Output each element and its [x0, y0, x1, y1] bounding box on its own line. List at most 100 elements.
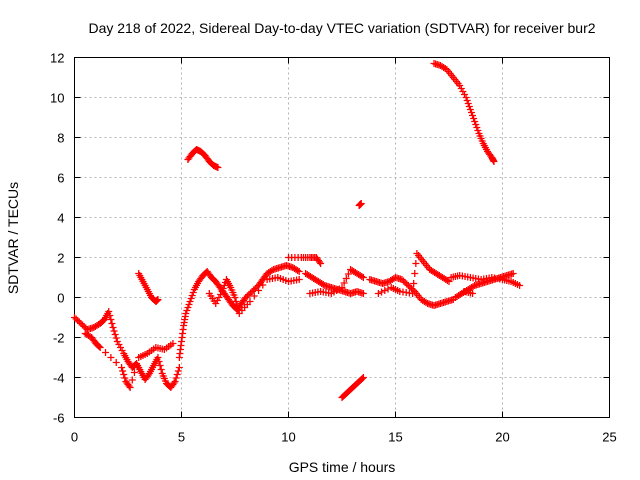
- y-tick-label: 0: [57, 291, 64, 306]
- data-point: [133, 361, 141, 369]
- x-tick-label: 20: [495, 430, 509, 445]
- chart-title: Day 218 of 2022, Sidereal Day-to-day VTE…: [88, 20, 595, 36]
- data-point: [259, 281, 267, 289]
- data-point: [317, 260, 325, 267]
- y-tick-label: 10: [50, 91, 64, 106]
- data-point: [250, 292, 258, 300]
- series-arc-8am: [184, 146, 222, 171]
- data-point: [456, 82, 464, 89]
- series-midday: [285, 254, 367, 297]
- data-point: [338, 284, 346, 291]
- x-tick-label: 10: [281, 430, 295, 445]
- data-point: [112, 359, 120, 366]
- data-point: [156, 362, 164, 369]
- data-point: [79, 321, 87, 329]
- data-point: [359, 290, 367, 297]
- data-point: [215, 294, 223, 301]
- data-point: [120, 371, 128, 378]
- data-point: [357, 200, 365, 207]
- data-point: [466, 106, 474, 113]
- data-point: [412, 260, 420, 267]
- data-point: [469, 283, 477, 290]
- y-tick-label: -2: [53, 331, 65, 346]
- data-point: [121, 374, 129, 382]
- data-point: [255, 287, 263, 294]
- y-tick-label: 8: [57, 131, 64, 146]
- data-point: [188, 292, 196, 299]
- data-point: [212, 300, 220, 307]
- x-axis-label: GPS time / hours: [289, 459, 396, 475]
- data-point: [462, 94, 470, 101]
- data-point: [213, 297, 221, 304]
- data-point: [469, 112, 477, 119]
- data-point: [214, 164, 222, 171]
- data-point: [130, 369, 138, 376]
- y-tick-label: 6: [57, 171, 64, 186]
- y-tick-label: -6: [53, 411, 65, 426]
- data-point: [71, 314, 78, 321]
- data-point: [342, 275, 350, 282]
- data-point: [170, 379, 178, 387]
- data-point: [473, 124, 481, 131]
- data-point: [245, 291, 253, 298]
- data-point: [441, 65, 449, 72]
- data-point: [232, 298, 240, 305]
- data-point: [398, 276, 406, 283]
- data-point: [469, 290, 477, 297]
- data-point: [111, 331, 119, 338]
- data-point: [115, 341, 123, 348]
- data-point: [404, 282, 412, 289]
- data-point: [171, 378, 179, 385]
- data-point: [403, 280, 411, 288]
- data-point: [112, 334, 120, 342]
- data-points: [71, 60, 524, 401]
- data-point: [154, 354, 162, 361]
- data-point: [118, 364, 126, 371]
- data-point: [516, 282, 524, 289]
- data-point: [117, 344, 125, 351]
- series-rise-secondary: [205, 274, 303, 317]
- series-rise: [175, 262, 303, 361]
- data-point: [378, 288, 386, 296]
- data-point: [409, 290, 417, 297]
- data-point: [316, 258, 324, 266]
- data-point: [231, 294, 239, 301]
- data-point: [472, 121, 480, 128]
- data-point: [234, 306, 242, 313]
- data-point: [172, 374, 180, 382]
- data-point: [128, 376, 136, 384]
- data-point: [169, 340, 177, 347]
- axes-ticks: 0 5 10 15 20 25 -6 -4 -2 0 2 4 6 8 10 12: [50, 51, 617, 445]
- data-point: [233, 302, 241, 309]
- data-point: [400, 277, 408, 285]
- data-point: [509, 270, 517, 277]
- data-point: [295, 276, 303, 283]
- x-tick-label: 5: [178, 430, 185, 445]
- data-point: [75, 318, 83, 326]
- data-point: [102, 349, 110, 356]
- data-point: [242, 294, 250, 301]
- x-tick-label: 25: [602, 430, 616, 445]
- data-point: [295, 268, 303, 275]
- data-point: [374, 290, 382, 297]
- data-point: [411, 270, 419, 277]
- data-point: [155, 358, 163, 365]
- data-point: [107, 354, 115, 361]
- data-point: [108, 320, 116, 327]
- x-tick-label: 15: [388, 430, 402, 445]
- data-point: [459, 88, 467, 95]
- data-point: [175, 364, 183, 371]
- data-point: [406, 283, 414, 291]
- data-point: [268, 267, 276, 274]
- data-point: [464, 100, 472, 107]
- data-point: [443, 277, 451, 284]
- data-point: [119, 367, 127, 375]
- data-point: [217, 291, 225, 298]
- grid: [74, 57, 610, 418]
- data-point: [457, 85, 465, 92]
- data-point: [183, 307, 191, 314]
- y-tick-label: -4: [53, 371, 65, 386]
- data-point: [80, 323, 88, 330]
- data-point: [77, 320, 85, 327]
- data-point: [106, 312, 114, 319]
